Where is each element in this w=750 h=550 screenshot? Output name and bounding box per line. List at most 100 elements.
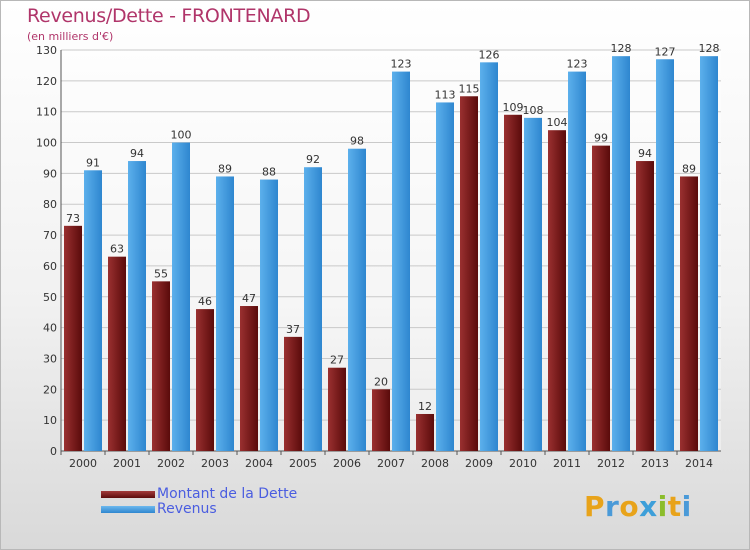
y-tick-label: 20	[43, 383, 57, 396]
data-label-dette: 12	[418, 400, 432, 413]
x-tick-label: 2005	[289, 457, 317, 470]
data-label-dette: 55	[154, 267, 168, 280]
bar-dette	[108, 256, 126, 451]
y-tick-label: 110	[36, 106, 57, 119]
bar-dette	[416, 413, 434, 451]
bar-revenus	[392, 71, 410, 451]
x-tick-label: 2004	[245, 457, 273, 470]
x-tick-label: 2006	[333, 457, 361, 470]
data-label-dette: 89	[682, 162, 696, 175]
x-tick-label: 2012	[597, 457, 625, 470]
x-tick-label: 2014	[685, 457, 713, 470]
y-tick-label: 90	[43, 167, 57, 180]
bar-revenus	[700, 56, 718, 452]
plot-background	[61, 50, 721, 451]
logo-letter: i	[681, 490, 692, 523]
legend-swatch-dette	[101, 491, 155, 498]
x-tick-label: 2002	[157, 457, 185, 470]
bar-dette	[636, 161, 654, 452]
logo-letter: i	[657, 490, 668, 523]
data-label-revenus: 128	[699, 42, 720, 55]
y-tick-label: 0	[50, 445, 57, 458]
x-tick-label: 2013	[641, 457, 669, 470]
bar-revenus	[84, 170, 102, 452]
bar-dette	[548, 130, 566, 451]
data-label-revenus: 91	[86, 156, 100, 169]
y-tick-label: 40	[43, 322, 57, 335]
x-tick-label: 2010	[509, 457, 537, 470]
bar-dette	[504, 114, 522, 452]
data-label-dette: 109	[503, 101, 524, 114]
bar-dette	[240, 306, 258, 451]
bar-revenus	[216, 176, 234, 451]
x-tick-label: 2007	[377, 457, 405, 470]
legend-label-revenus: Revenus	[157, 501, 217, 517]
bar-revenus	[656, 59, 674, 451]
x-tick-label: 2011	[553, 457, 581, 470]
data-label-dette: 94	[638, 147, 652, 160]
bar-dette	[196, 309, 214, 451]
legend-label-dette: Montant de la Dette	[157, 486, 298, 502]
data-label-revenus: 128	[611, 42, 632, 55]
logo-letter: t	[667, 490, 682, 523]
x-tick-label: 2001	[113, 457, 141, 470]
data-label-dette: 115	[459, 82, 480, 95]
data-label-revenus: 100	[171, 129, 192, 142]
bar-dette	[64, 225, 82, 451]
data-label-dette: 27	[330, 354, 344, 367]
bar-dette	[460, 96, 478, 452]
data-label-dette: 73	[66, 212, 80, 225]
bar-revenus	[172, 142, 190, 452]
bar-dette	[680, 176, 698, 451]
logo-letter: x	[639, 490, 658, 523]
data-label-revenus: 89	[218, 162, 232, 175]
bar-dette	[152, 281, 170, 451]
bar-revenus	[568, 71, 586, 451]
data-label-revenus: 113	[435, 88, 456, 101]
bar-revenus	[612, 56, 630, 452]
data-label-revenus: 98	[350, 135, 364, 148]
data-label-revenus: 94	[130, 147, 144, 160]
y-tick-label: 60	[43, 260, 57, 273]
bar-revenus	[128, 161, 146, 452]
data-label-dette: 47	[242, 292, 256, 305]
bar-revenus	[348, 148, 366, 451]
bar-dette	[372, 389, 390, 451]
data-label-dette: 37	[286, 323, 300, 336]
data-label-dette: 99	[594, 132, 608, 145]
logo-letter: r	[605, 490, 620, 523]
bar-dette	[592, 145, 610, 451]
data-label-revenus: 123	[567, 58, 588, 71]
y-tick-label: 80	[43, 198, 57, 211]
y-tick-label: 100	[36, 137, 57, 150]
data-label-revenus: 92	[306, 153, 320, 166]
y-tick-label: 50	[43, 291, 57, 304]
bar-revenus	[304, 167, 322, 451]
data-label-revenus: 108	[523, 104, 544, 117]
bar-revenus	[524, 117, 542, 451]
data-label-revenus: 127	[655, 45, 676, 58]
logo-letter: P	[584, 490, 606, 523]
data-label-revenus: 88	[262, 166, 276, 179]
bar-revenus	[260, 179, 278, 452]
y-tick-label: 30	[43, 352, 57, 365]
data-label-dette: 20	[374, 375, 388, 388]
x-tick-label: 2000	[69, 457, 97, 470]
bar-dette	[284, 336, 302, 451]
x-tick-label: 2003	[201, 457, 229, 470]
bar-dette	[328, 367, 346, 451]
chart-title: Revenus/Dette - FRONTENARD	[27, 5, 311, 27]
x-tick-label: 2009	[465, 457, 493, 470]
data-label-dette: 63	[110, 243, 124, 256]
logo-letter: o	[619, 490, 640, 523]
chart-subtitle: (en milliers d'€)	[27, 30, 114, 43]
data-label-dette: 46	[198, 295, 212, 308]
bar-revenus	[436, 102, 454, 451]
proxiti-logo: Proxiti	[584, 490, 692, 523]
data-label-revenus: 126	[479, 48, 500, 61]
data-label-revenus: 123	[391, 58, 412, 71]
data-label-dette: 104	[547, 116, 568, 129]
bar-revenus	[480, 62, 498, 451]
